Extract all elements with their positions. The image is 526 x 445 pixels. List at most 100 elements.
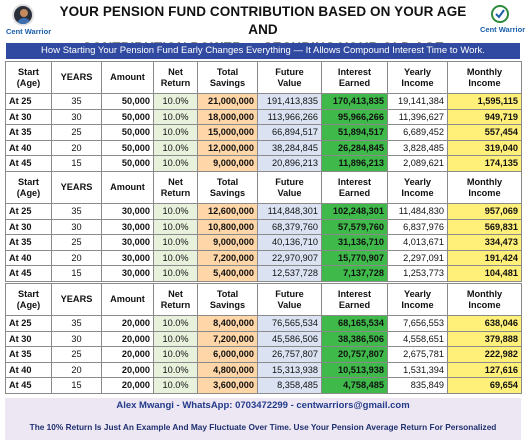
- cell-total: 7,200,000: [197, 330, 258, 347]
- cell-interest: 26,284,845: [321, 139, 388, 156]
- cell-total: 15,000,000: [197, 124, 258, 141]
- cell-interest: 102,248,301: [321, 203, 388, 220]
- column-header-text: Interest: [337, 176, 372, 187]
- column-header-text: Start: [18, 66, 39, 77]
- cell-total: 3,600,000: [197, 377, 258, 394]
- column-header-text: Interest: [337, 288, 372, 299]
- contribution-table-50000: Start (Age) YEARS Amount Net Return Total Savin…: [5, 61, 522, 172]
- column-header-text: Start: [18, 176, 39, 187]
- cell-years: 15: [51, 377, 102, 394]
- profile-logo: Cent Warrior: [6, 4, 51, 36]
- cell-start: At 45: [5, 377, 52, 394]
- cell-total: 21,000,000: [197, 93, 258, 110]
- column-header-text: Net: [168, 66, 183, 77]
- table-row: At 25 35 20,000 10.0% 8,400,000 76,565,534 68,…: [5, 315, 522, 332]
- cell-amount: 30,000: [101, 234, 154, 251]
- cell-yearly: 7,656,553: [387, 315, 448, 332]
- column-header-text: Earned: [338, 299, 371, 310]
- cell-future: 68,379,760: [257, 218, 322, 235]
- cell-total: 10,800,000: [197, 218, 258, 235]
- column-header-text: Income: [468, 299, 501, 310]
- column-header-start: Start (Age): [5, 171, 52, 204]
- header: Cent Warrior YOUR PENSION FUND CONTRIBUT…: [0, 0, 526, 55]
- cell-future: 38,284,845: [257, 139, 322, 156]
- column-header-text: (Age): [16, 299, 41, 310]
- column-header-total: Total Savings: [197, 61, 258, 94]
- column-header-amount: Amount: [101, 283, 154, 316]
- cell-interest: 57,579,760: [321, 218, 388, 235]
- column-header-text: Future: [275, 176, 304, 187]
- cell-monthly: 319,040: [447, 139, 522, 156]
- cell-start: At 35: [5, 124, 52, 141]
- column-header-text: Monthly: [466, 66, 503, 77]
- cell-monthly: 949,719: [447, 108, 522, 125]
- column-header-text: Future: [275, 66, 304, 77]
- cell-interest: 170,413,835: [321, 93, 388, 110]
- cell-net: 10.0%: [153, 315, 198, 332]
- cell-years: 25: [51, 346, 102, 363]
- cell-net: 10.0%: [153, 93, 198, 110]
- column-header-monthly: Monthly Income: [447, 61, 522, 94]
- table-row: At 30 30 30,000 10.0% 10,800,000 68,379,760 57…: [5, 218, 522, 235]
- cell-total: 8,400,000: [197, 315, 258, 332]
- column-header-amount: Amount: [101, 171, 154, 204]
- cell-interest: 31,136,710: [321, 234, 388, 251]
- cell-future: 45,586,506: [257, 330, 322, 347]
- cell-future: 12,537,728: [257, 265, 322, 282]
- cell-start: At 45: [5, 265, 52, 282]
- cell-future: 66,894,517: [257, 124, 322, 141]
- avatar-icon: [12, 4, 34, 26]
- cell-total: 5,400,000: [197, 265, 258, 282]
- cell-amount: 50,000: [101, 124, 154, 141]
- column-header-amount: Amount: [101, 61, 154, 94]
- cell-net: 10.0%: [153, 330, 198, 347]
- cell-years: 35: [51, 315, 102, 332]
- cell-amount: 30,000: [101, 265, 154, 282]
- cell-yearly: 11,396,627: [387, 108, 448, 125]
- disclaimer-note: The 10% Return Is Just An Example And Ma…: [5, 414, 521, 440]
- cell-yearly: 4,558,651: [387, 330, 448, 347]
- column-header-text: YEARS: [60, 72, 93, 82]
- table-header-row: Start (Age) YEARS Amount Net Return Total Savin…: [5, 61, 522, 94]
- cell-start: At 35: [5, 346, 52, 363]
- cell-total: 9,000,000: [197, 155, 258, 172]
- column-header-text: Yearly: [403, 176, 432, 187]
- cell-interest: 20,757,807: [321, 346, 388, 363]
- cell-amount: 50,000: [101, 93, 154, 110]
- cell-years: 15: [51, 265, 102, 282]
- cell-years: 25: [51, 234, 102, 251]
- column-header-text: Net: [168, 176, 183, 187]
- cell-amount: 20,000: [101, 346, 154, 363]
- table-row: At 30 30 50,000 10.0% 18,000,000 113,966,266 9…: [5, 108, 522, 125]
- column-header-text: Amount: [110, 72, 145, 82]
- title-line-1: YOUR PENSION FUND CONTRIBUTION BASED ON …: [59, 4, 467, 37]
- cent-warrior-icon: [489, 4, 511, 24]
- cell-years: 30: [51, 330, 102, 347]
- cell-years: 20: [51, 139, 102, 156]
- cell-yearly: 835,849: [387, 377, 448, 394]
- column-header-text: Yearly: [403, 288, 432, 299]
- cell-interest: 95,966,266: [321, 108, 388, 125]
- column-header-years: YEARS: [51, 61, 102, 94]
- table-row: At 35 25 50,000 10.0% 15,000,000 66,894,517 51…: [5, 124, 522, 141]
- column-header-future: Future Value: [257, 171, 322, 204]
- table-row: At 45 15 20,000 10.0% 3,600,000 8,358,485 4,75…: [5, 377, 522, 394]
- contribution-table-20000: Start (Age) YEARS Amount Net Return Total Savin…: [5, 283, 522, 394]
- cell-amount: 50,000: [101, 155, 154, 172]
- cell-monthly: 174,135: [447, 155, 522, 172]
- cell-net: 10.0%: [153, 124, 198, 141]
- cell-amount: 20,000: [101, 361, 154, 378]
- cell-yearly: 11,484,830: [387, 203, 448, 220]
- cell-interest: 15,770,907: [321, 249, 388, 266]
- cell-amount: 50,000: [101, 139, 154, 156]
- cell-amount: 20,000: [101, 315, 154, 332]
- cell-total: 7,200,000: [197, 249, 258, 266]
- cell-total: 6,000,000: [197, 346, 258, 363]
- column-header-text: Future: [275, 288, 304, 299]
- column-header-text: Monthly: [466, 176, 503, 187]
- cell-yearly: 3,828,485: [387, 139, 448, 156]
- column-header-yearly: Yearly Income: [387, 171, 448, 204]
- cell-amount: 50,000: [101, 108, 154, 125]
- column-header-text: Start: [18, 288, 39, 299]
- column-header-text: Return: [160, 77, 191, 88]
